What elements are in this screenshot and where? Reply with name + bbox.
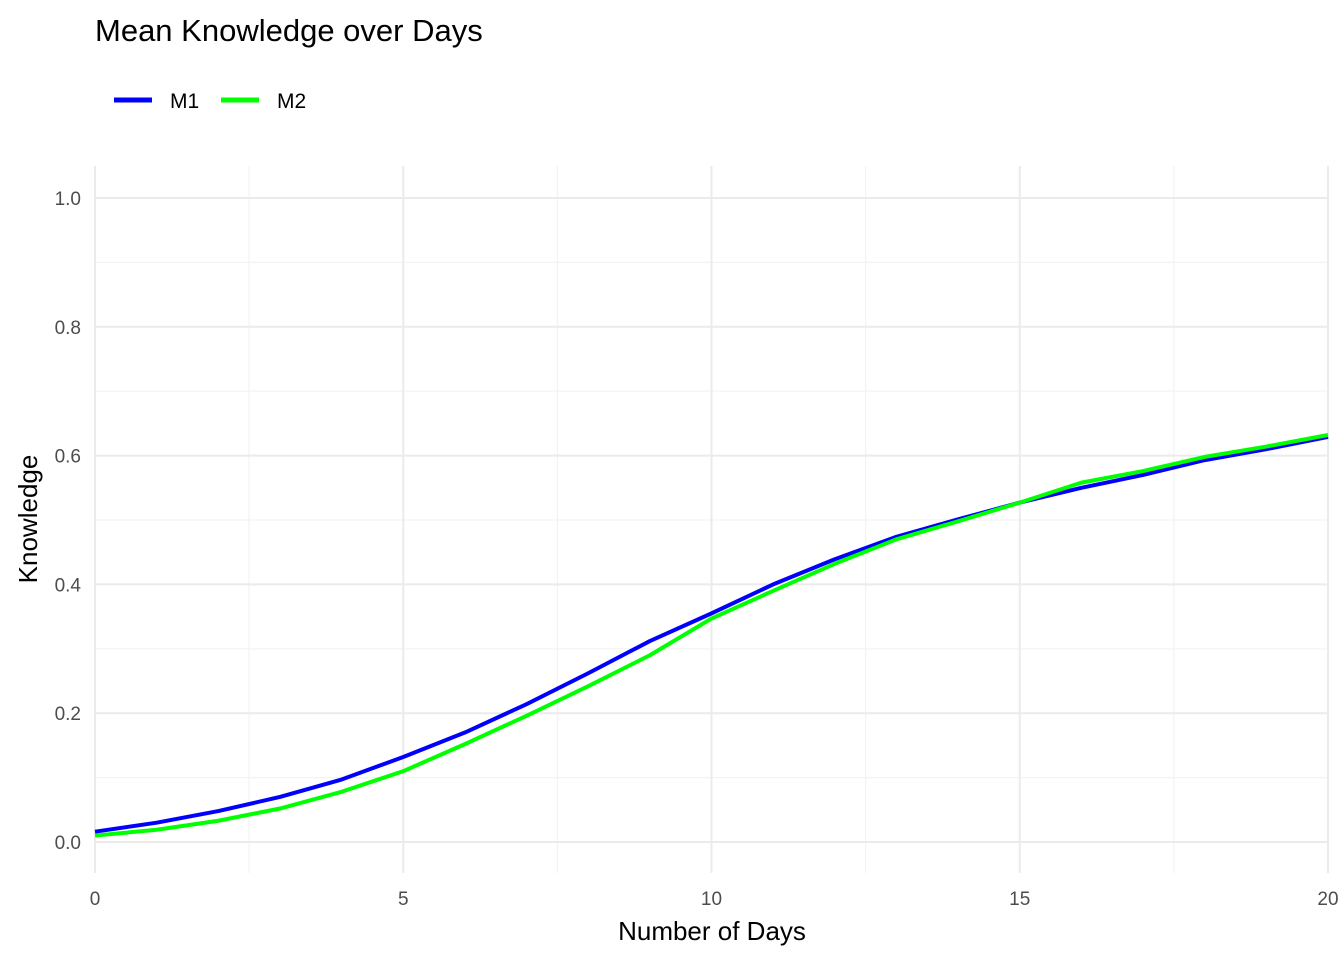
y-tick-label: 0.6: [55, 447, 81, 468]
y-axis-title: Knowledge: [13, 455, 43, 584]
x-axis-ticks: 0 5 10 15 20: [90, 889, 1339, 910]
y-tick-label: 0.8: [55, 318, 81, 339]
y-tick-label: 0.2: [55, 704, 81, 725]
legend: M1 M2: [114, 90, 306, 113]
x-tick-label: 20: [1317, 889, 1338, 910]
y-tick-label: 1.0: [55, 189, 81, 210]
chart-title: Mean Knowledge over Days: [95, 13, 483, 48]
x-tick-label: 5: [398, 889, 409, 910]
series-line-m1: [94, 434, 1329, 834]
y-tick-label: 0.4: [55, 575, 82, 596]
x-axis-title: Number of Days: [618, 916, 806, 946]
x-tick-label: 15: [1009, 889, 1030, 910]
legend-label-m1: M1: [170, 90, 199, 113]
y-tick-label: 0.0: [55, 833, 81, 854]
x-tick-label: 10: [701, 889, 722, 910]
series-line-m2: [94, 433, 1329, 838]
x-tick-label: 0: [90, 889, 101, 910]
legend-label-m2: M2: [277, 90, 306, 113]
plot-series: [94, 433, 1329, 838]
y-axis-ticks: 0.0 0.2 0.4 0.6 0.8 1.0: [55, 189, 82, 854]
plot-grid: [94, 166, 1329, 873]
